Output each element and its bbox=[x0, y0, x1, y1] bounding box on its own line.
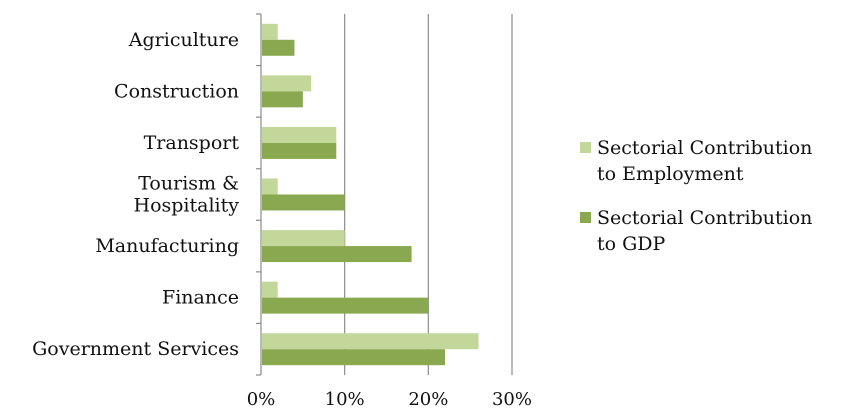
bar-employment-1 bbox=[262, 281, 278, 298]
bar-employment-5 bbox=[262, 75, 312, 92]
legend-swatch-1 bbox=[580, 212, 591, 223]
legend: Sectorial Contribution to Employment Secto… bbox=[580, 137, 812, 255]
category-label-3: Tourism & Hospitality bbox=[134, 173, 240, 217]
bar-gdp-3 bbox=[262, 194, 345, 211]
bar-gdp-5 bbox=[262, 91, 303, 108]
x-tick-label-30: 30% bbox=[492, 389, 532, 410]
category-label-5: Construction bbox=[114, 80, 239, 102]
legend-swatch-0 bbox=[580, 142, 591, 153]
grid-layer bbox=[344, 14, 513, 375]
x-tick-label-0: 0% bbox=[247, 389, 276, 410]
bar-employment-2 bbox=[262, 230, 345, 247]
bar-employment-6 bbox=[262, 23, 278, 40]
x-tick-label-10: 10% bbox=[325, 389, 365, 410]
bar-gdp-2 bbox=[262, 246, 412, 263]
bars-layer bbox=[262, 23, 479, 366]
legend-label-1: Sectorial Contribution to GDP bbox=[597, 207, 812, 255]
category-label-6: Agriculture bbox=[128, 29, 239, 51]
x-tick-label-20: 20% bbox=[408, 389, 448, 410]
bar-gdp-4 bbox=[262, 142, 337, 159]
bar-employment-4 bbox=[262, 126, 337, 143]
bar-gdp-0 bbox=[262, 349, 446, 366]
category-label-2: Manufacturing bbox=[95, 235, 239, 257]
legend-label-0: Sectorial Contribution to Employment bbox=[597, 137, 812, 185]
bar-gdp-6 bbox=[262, 39, 295, 56]
category-label-4: Transport bbox=[144, 132, 240, 154]
bar-gdp-1 bbox=[262, 297, 429, 314]
category-label-0: Government Services bbox=[32, 338, 239, 360]
category-label-1: Finance bbox=[162, 287, 239, 309]
axis-layer bbox=[256, 13, 262, 376]
bar-employment-0 bbox=[262, 333, 479, 350]
label-layer: Government Services Finance Manufacturing T… bbox=[32, 29, 532, 410]
bar-employment-3 bbox=[262, 178, 278, 195]
